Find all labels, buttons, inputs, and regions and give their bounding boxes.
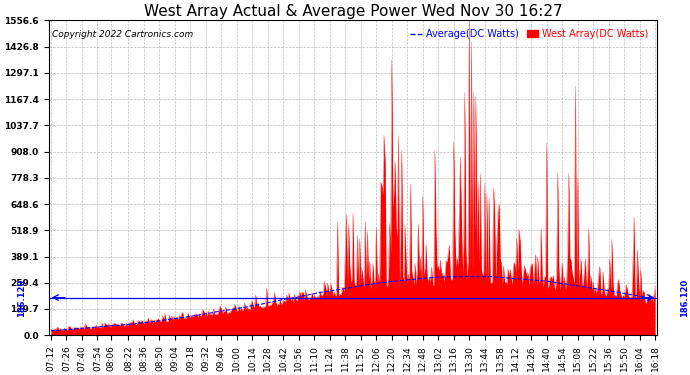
Text: 186.120: 186.120 xyxy=(17,279,26,317)
Legend: Average(DC Watts), West Array(DC Watts): Average(DC Watts), West Array(DC Watts) xyxy=(406,25,653,43)
Title: West Array Actual & Average Power Wed Nov 30 16:27: West Array Actual & Average Power Wed No… xyxy=(144,4,562,19)
Text: Copyright 2022 Cartronics.com: Copyright 2022 Cartronics.com xyxy=(52,30,193,39)
Text: 186.120: 186.120 xyxy=(680,279,689,317)
